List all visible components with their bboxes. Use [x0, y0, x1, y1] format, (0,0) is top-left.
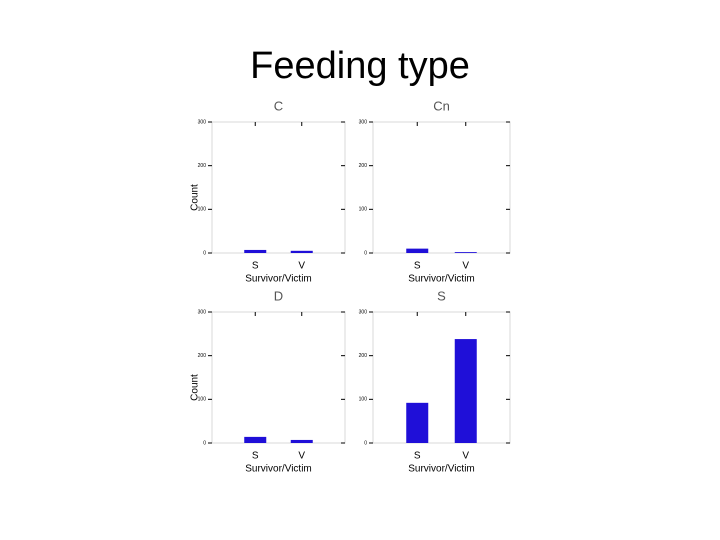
bar	[244, 436, 267, 443]
y-tick-label: 100	[198, 397, 207, 403]
x-tick-label: S	[414, 261, 421, 272]
subplot-title: C	[274, 98, 283, 113]
subplot-title: Cn	[433, 98, 450, 113]
plot-frame	[372, 121, 511, 254]
x-tick-label: S	[414, 451, 421, 462]
x-axis-label: Survivor/Victim	[245, 464, 312, 475]
y-tick-label: 300	[359, 309, 368, 315]
y-tick-label: 300	[198, 119, 207, 125]
y-axis-label: Count	[190, 374, 201, 401]
x-tick-label: V	[462, 451, 469, 462]
bar	[290, 250, 313, 253]
x-tick-label: V	[298, 451, 305, 462]
plot-frame	[211, 311, 346, 444]
x-tick-label: S	[252, 261, 259, 272]
x-axis-label: Survivor/Victim	[408, 274, 475, 285]
y-tick-label: 100	[359, 397, 368, 403]
y-tick-label: 0	[364, 250, 367, 256]
x-axis-label: Survivor/Victim	[408, 464, 475, 475]
x-tick-label: S	[252, 451, 259, 462]
bar	[406, 248, 429, 253]
y-tick-label: 0	[364, 440, 367, 446]
y-tick-label: 200	[359, 163, 368, 169]
y-tick-label: 300	[198, 309, 207, 315]
y-tick-label: 200	[359, 353, 368, 359]
y-tick-label: 200	[198, 163, 207, 169]
subplot-title: D	[274, 288, 283, 303]
x-tick-label: V	[298, 261, 305, 272]
x-tick-label: V	[462, 261, 469, 272]
y-tick-label: 100	[198, 207, 207, 213]
plot-frame	[211, 121, 346, 254]
y-tick-label: 200	[198, 353, 207, 359]
bar	[244, 249, 267, 253]
subplot-title: S	[437, 288, 446, 303]
bar	[454, 339, 477, 443]
bar	[454, 252, 477, 253]
bar	[406, 402, 429, 443]
plot-frame	[372, 311, 511, 444]
y-tick-label: 0	[203, 250, 206, 256]
bar	[290, 439, 313, 443]
x-axis-label: Survivor/Victim	[245, 274, 312, 285]
slide-title: Feeding type	[250, 45, 470, 87]
y-tick-label: 300	[359, 119, 368, 125]
y-tick-label: 100	[359, 207, 368, 213]
y-axis-label: Count	[190, 184, 201, 211]
y-tick-label: 0	[203, 440, 206, 446]
